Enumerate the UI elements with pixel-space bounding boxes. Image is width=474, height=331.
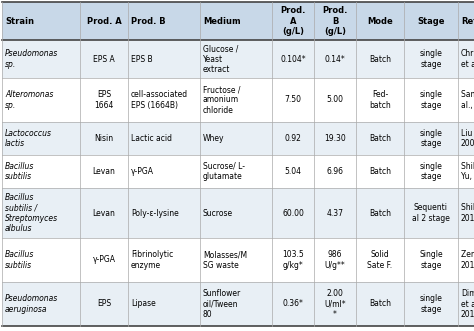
Text: 60.00: 60.00 (282, 209, 304, 217)
Text: Alteromonas
sp.: Alteromonas sp. (5, 90, 54, 110)
Text: Liu et al.,
2004: Liu et al., 2004 (461, 129, 474, 148)
Text: Shih et al.,
2011: Shih et al., 2011 (461, 203, 474, 223)
Text: Reference: Reference (461, 17, 474, 25)
Bar (2, 188, 474, 238)
Text: Batch: Batch (369, 55, 391, 64)
Text: Strain: Strain (5, 17, 34, 25)
Text: Mode: Mode (367, 17, 393, 25)
Text: Fructose /
amonium
chloride: Fructose / amonium chloride (203, 85, 240, 115)
Bar (2, 238, 474, 282)
Text: 5.00: 5.00 (327, 96, 344, 105)
Text: Prod. B: Prod. B (131, 17, 165, 25)
Text: Nisin: Nisin (94, 134, 114, 143)
Text: Batch: Batch (369, 209, 391, 217)
Text: single
stage: single stage (419, 129, 442, 148)
Text: Prod.
B
(g/L): Prod. B (g/L) (322, 6, 348, 36)
Text: Levan: Levan (92, 167, 116, 176)
Text: single
stage: single stage (419, 90, 442, 110)
Text: Bacillus
subtilis /
Streptomyces
albulus: Bacillus subtilis / Streptomyces albulus (5, 193, 58, 233)
Text: Fed-
batch: Fed- batch (369, 90, 391, 110)
Bar (2, 2, 474, 40)
Text: Poly-ε-lysine: Poly-ε-lysine (131, 209, 179, 217)
Text: 4.37: 4.37 (327, 209, 344, 217)
Text: single
stage: single stage (419, 294, 442, 314)
Text: Medium: Medium (203, 17, 241, 25)
Text: γ-PGA: γ-PGA (92, 256, 116, 264)
Bar (2, 78, 474, 122)
Text: Whey: Whey (203, 134, 225, 143)
Text: 986
U/g**: 986 U/g** (325, 250, 346, 270)
Text: EPS A: EPS A (93, 55, 115, 64)
Text: Dimitrijević
et al.,
2011: Dimitrijević et al., 2011 (461, 289, 474, 319)
Text: Fibrinolytic
enzyme: Fibrinolytic enzyme (131, 250, 173, 270)
Text: 0.92: 0.92 (284, 134, 301, 143)
Text: 0.104*: 0.104* (280, 55, 306, 64)
Text: Glucose /
Yeast
extract: Glucose / Yeast extract (203, 44, 238, 74)
Text: Sunflower
oil/Tween
80: Sunflower oil/Tween 80 (203, 289, 241, 319)
Text: Samain et
al., 1997: Samain et al., 1997 (461, 90, 474, 110)
Text: single
stage: single stage (419, 162, 442, 181)
Text: Prod.
A
(g/L): Prod. A (g/L) (280, 6, 306, 36)
Text: Solid
Sate F.: Solid Sate F. (367, 250, 392, 270)
Text: 5.04: 5.04 (284, 167, 301, 176)
Text: Molasses/M
SG waste: Molasses/M SG waste (203, 250, 247, 270)
Text: single
stage: single stage (419, 49, 442, 69)
Text: Levan: Levan (92, 209, 116, 217)
Text: Bacillus
subtilis: Bacillus subtilis (5, 162, 35, 181)
Bar (2, 40, 474, 78)
Text: 6.96: 6.96 (327, 167, 344, 176)
Text: Single
stage: Single stage (419, 250, 443, 270)
Text: Batch: Batch (369, 167, 391, 176)
Text: 2.00
U/ml*
*: 2.00 U/ml* * (324, 289, 346, 319)
Text: 0.14*: 0.14* (325, 55, 346, 64)
Text: Lactococcus
lactis: Lactococcus lactis (5, 129, 52, 148)
Text: 19.30: 19.30 (324, 134, 346, 143)
Text: Shih and
Yu, 2005: Shih and Yu, 2005 (461, 162, 474, 181)
Text: EPS
1664: EPS 1664 (94, 90, 114, 110)
Text: γ-PGA: γ-PGA (131, 167, 154, 176)
Bar (2, 282, 474, 326)
Text: Batch: Batch (369, 134, 391, 143)
Text: EPS: EPS (97, 300, 111, 308)
Text: Stage: Stage (417, 17, 445, 25)
Text: 7.50: 7.50 (284, 96, 301, 105)
Text: EPS B: EPS B (131, 55, 153, 64)
Bar (2, 155, 474, 188)
Text: Bacillus
subtilis: Bacillus subtilis (5, 250, 35, 270)
Text: Sucrose: Sucrose (203, 209, 233, 217)
Text: Pseudomonas
aeruginosa: Pseudomonas aeruginosa (5, 294, 58, 314)
Text: Christensen
et al., 1985: Christensen et al., 1985 (461, 49, 474, 69)
Text: Sequenti
al 2 stage: Sequenti al 2 stage (412, 203, 450, 223)
Bar (2, 122, 474, 155)
Text: Lipase: Lipase (131, 300, 156, 308)
Text: cell-associated
EPS (1664B): cell-associated EPS (1664B) (131, 90, 188, 110)
Text: Zeng et al.,
2013: Zeng et al., 2013 (461, 250, 474, 270)
Text: Sucrose/ L-
glutamate: Sucrose/ L- glutamate (203, 162, 245, 181)
Text: 103.5
g/kg*: 103.5 g/kg* (282, 250, 304, 270)
Text: Pseudomonas
sp.: Pseudomonas sp. (5, 49, 58, 69)
Text: Lactic acid: Lactic acid (131, 134, 172, 143)
Text: 0.36*: 0.36* (283, 300, 303, 308)
Text: Batch: Batch (369, 300, 391, 308)
Text: Prod. A: Prod. A (87, 17, 121, 25)
